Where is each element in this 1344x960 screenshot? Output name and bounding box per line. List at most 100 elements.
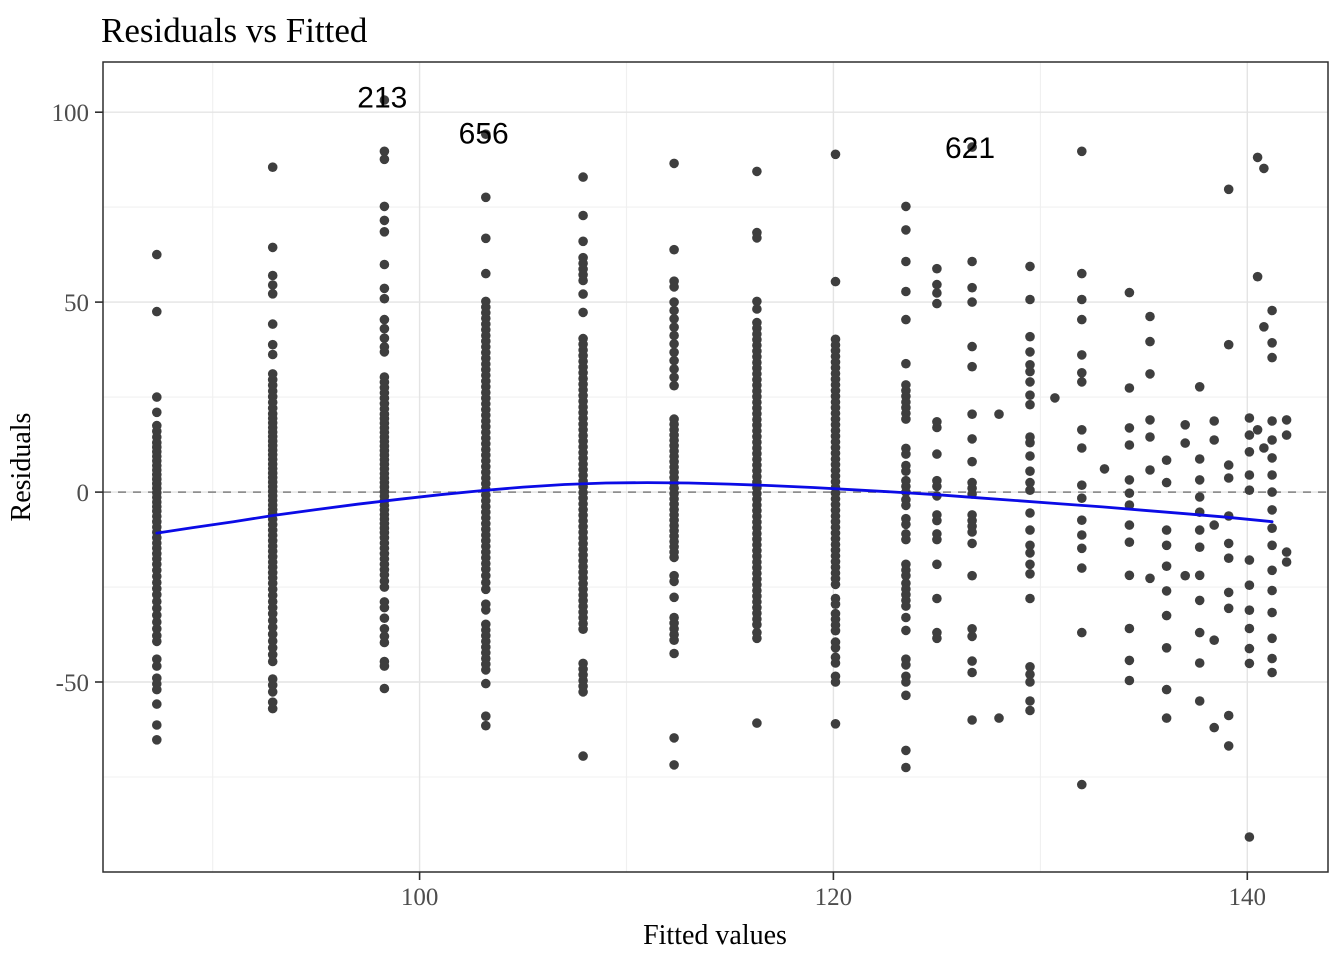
x-tick-label: 100 bbox=[401, 884, 439, 911]
data-point bbox=[1194, 382, 1205, 392]
data-point bbox=[1194, 525, 1205, 535]
data-point bbox=[379, 259, 390, 270]
data-point bbox=[1281, 430, 1292, 440]
data-point bbox=[1267, 505, 1277, 515]
data-point bbox=[1194, 595, 1205, 606]
data-point bbox=[1223, 473, 1234, 483]
data-point bbox=[267, 703, 278, 714]
data-point bbox=[1223, 460, 1234, 470]
data-point bbox=[752, 296, 762, 307]
x-tick-label: 140 bbox=[1229, 884, 1267, 911]
data-point bbox=[1077, 493, 1087, 504]
data-point bbox=[1194, 696, 1205, 706]
data-point bbox=[1223, 184, 1234, 195]
data-point bbox=[669, 305, 679, 316]
data-point bbox=[1259, 443, 1269, 453]
data-point bbox=[1281, 547, 1292, 557]
data-point bbox=[1124, 623, 1135, 634]
data-point bbox=[152, 699, 162, 709]
data-point bbox=[1145, 465, 1155, 475]
data-point bbox=[901, 314, 911, 325]
data-point bbox=[578, 236, 588, 247]
data-point bbox=[379, 333, 390, 344]
data-point bbox=[1145, 573, 1155, 584]
data-point bbox=[1161, 684, 1172, 695]
data-point bbox=[1267, 667, 1277, 678]
data-point bbox=[994, 713, 1004, 723]
data-point bbox=[379, 95, 390, 105]
data-point bbox=[901, 358, 911, 369]
data-point bbox=[481, 577, 491, 588]
data-point bbox=[1025, 485, 1035, 496]
data-point bbox=[1025, 294, 1035, 305]
data-point bbox=[152, 392, 162, 402]
data-point bbox=[830, 579, 841, 590]
data-point bbox=[1124, 675, 1135, 686]
data-point bbox=[830, 599, 841, 609]
data-point bbox=[1259, 163, 1269, 174]
data-point bbox=[379, 602, 390, 613]
data-point bbox=[901, 286, 911, 297]
data-point bbox=[578, 307, 588, 318]
data-point bbox=[1267, 435, 1277, 445]
data-point bbox=[481, 605, 491, 615]
data-point bbox=[901, 677, 911, 687]
data-point bbox=[1161, 643, 1172, 653]
data-point bbox=[1223, 587, 1234, 598]
data-point bbox=[1025, 377, 1035, 387]
data-point bbox=[1281, 557, 1292, 567]
data-point bbox=[1161, 525, 1172, 535]
data-point bbox=[932, 449, 942, 459]
data-point bbox=[1124, 520, 1135, 530]
data-point bbox=[267, 636, 278, 646]
data-point bbox=[152, 306, 162, 317]
data-point bbox=[152, 684, 162, 695]
data-point bbox=[901, 660, 911, 670]
y-tick-label: -50 bbox=[56, 670, 89, 697]
data-point bbox=[1244, 447, 1255, 457]
data-point bbox=[752, 619, 762, 630]
data-point bbox=[578, 289, 588, 299]
data-point bbox=[967, 142, 977, 152]
data-point bbox=[932, 298, 942, 309]
data-point bbox=[669, 733, 679, 743]
data-point bbox=[669, 282, 679, 292]
y-tick-label: 100 bbox=[52, 100, 90, 127]
data-point bbox=[669, 760, 679, 770]
data-point bbox=[1194, 570, 1205, 581]
data-point bbox=[481, 268, 491, 279]
data-point bbox=[1145, 415, 1155, 425]
data-point bbox=[1180, 570, 1190, 581]
data-point bbox=[669, 297, 679, 307]
data-point bbox=[901, 625, 911, 636]
data-point bbox=[152, 407, 162, 418]
data-point bbox=[994, 409, 1004, 420]
data-point bbox=[669, 330, 679, 341]
data-point bbox=[1267, 487, 1277, 497]
data-point bbox=[379, 154, 390, 165]
data-point bbox=[1252, 271, 1263, 282]
data-point bbox=[481, 192, 491, 203]
data-point bbox=[1244, 605, 1255, 615]
data-point bbox=[379, 683, 390, 694]
data-point bbox=[752, 633, 762, 644]
data-point bbox=[152, 610, 162, 620]
data-point bbox=[1252, 152, 1263, 163]
data-point bbox=[1145, 311, 1155, 322]
x-axis-title: Fitted values bbox=[643, 920, 787, 951]
data-point bbox=[1025, 508, 1035, 518]
data-point bbox=[1124, 475, 1135, 485]
data-point bbox=[578, 210, 588, 221]
data-point bbox=[267, 649, 278, 660]
data-point bbox=[967, 434, 977, 444]
data-point bbox=[379, 227, 390, 237]
data-point bbox=[267, 615, 278, 626]
data-point bbox=[152, 735, 162, 745]
data-point bbox=[1025, 451, 1035, 461]
data-point bbox=[1223, 339, 1234, 350]
outlier-label: 213 bbox=[357, 81, 407, 114]
data-point bbox=[1281, 415, 1292, 425]
data-point bbox=[752, 233, 762, 243]
data-point bbox=[1077, 480, 1087, 491]
